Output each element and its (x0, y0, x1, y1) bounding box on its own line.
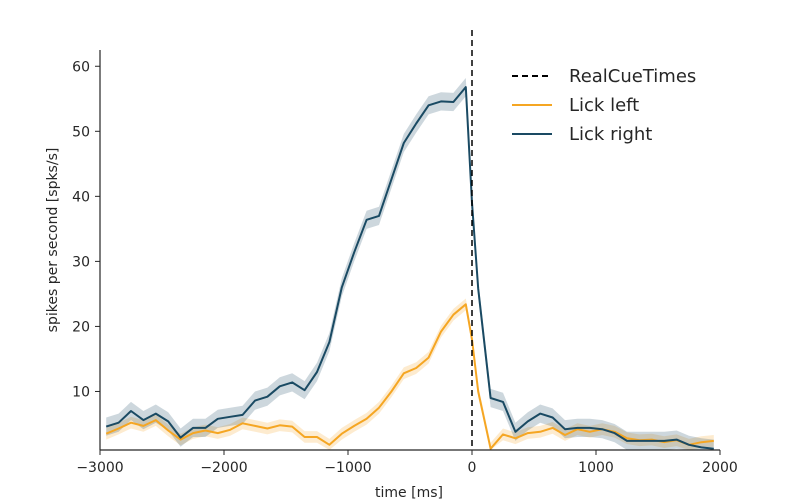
x-tick-label: −1000 (324, 460, 371, 476)
band-lick-left (106, 298, 714, 450)
y-axis-label: spikes per second [spks/s] (45, 148, 61, 333)
legend: RealCueTimes Lick left Lick right (512, 66, 696, 145)
x-tick-label: 1000 (578, 460, 614, 476)
y-tick-label: 10 (72, 384, 90, 400)
legend-label-lick-right: Lick right (569, 124, 652, 145)
y-tick-label: 30 (72, 254, 90, 270)
x-axis-label: time [ms] (375, 485, 443, 500)
tick-labels: −3000 −2000 −1000 0 1000 2000 10 20 30 40 50 60 (72, 59, 738, 476)
x-tick-label: −3000 (76, 460, 123, 476)
legend-label-lick-left: Lick left (569, 95, 639, 116)
x-tick-label: 2000 (702, 460, 738, 476)
legend-label-realcuetimes: RealCueTimes (569, 66, 696, 87)
x-tick-label: 0 (468, 460, 477, 476)
band-lick-right (106, 78, 714, 450)
x-tick-label: −2000 (200, 460, 247, 476)
series-line-lick-right (105, 86, 714, 450)
y-tick-label: 60 (72, 59, 90, 75)
y-tick-label: 20 (72, 319, 90, 335)
y-tick-label: 40 (72, 189, 90, 205)
confidence-bands (106, 78, 714, 450)
series-lines (105, 86, 714, 450)
axes (95, 50, 721, 455)
y-tick-label: 50 (72, 124, 90, 140)
